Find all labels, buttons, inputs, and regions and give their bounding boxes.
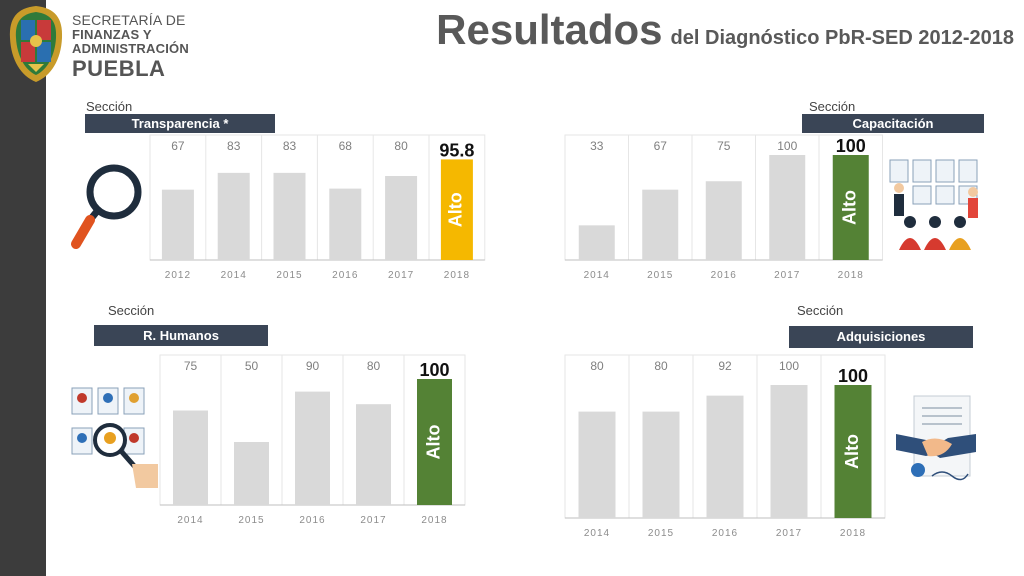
data-label: 100: [838, 366, 868, 386]
x-tick-label: 2017: [388, 270, 414, 281]
x-tick-label: 2014: [221, 270, 247, 281]
bar: [161, 189, 194, 260]
bar: [329, 188, 362, 260]
transparencia-seccion-label: Sección: [86, 99, 133, 114]
data-label: 68: [339, 139, 353, 153]
x-tick-label: 2018: [421, 515, 447, 526]
rating-label: Alto: [842, 434, 862, 469]
left-sidebar-strip: [0, 0, 46, 576]
magnifying-glass-icon: [71, 164, 142, 249]
x-tick-label: 2015: [238, 515, 264, 526]
data-label: 95.8: [439, 140, 474, 160]
data-label: 100: [779, 359, 799, 373]
page-title-sub: del Diagnóstico PbR-SED 2012-2018: [670, 27, 1014, 49]
humanos-badge: R. Humanos: [94, 325, 268, 346]
page-title-main: Resultados: [436, 6, 663, 53]
bar: [705, 181, 742, 260]
x-tick-label: 2014: [584, 270, 610, 281]
data-label: 92: [718, 359, 732, 373]
agency-line-1: SECRETARÍA DE: [72, 12, 186, 28]
x-tick-label: 2015: [276, 270, 302, 281]
bar: [770, 385, 808, 518]
highlight-bar: [440, 159, 473, 260]
x-tick-label: 2016: [332, 270, 358, 281]
page-title: Resultados del Diagnóstico PbR-SED 2012-2…: [436, 6, 1014, 54]
bar: [578, 411, 616, 518]
transparencia-badge: Transparencia *: [85, 114, 275, 133]
adquisiciones-seccion-label: Sección: [797, 303, 844, 318]
candidate-search-icon: [71, 387, 158, 488]
data-label: 90: [306, 359, 320, 373]
data-label: 100: [836, 136, 866, 156]
data-label: 67: [171, 139, 185, 153]
bar: [642, 189, 679, 260]
rating-label: Alto: [446, 192, 466, 227]
data-label: 75: [717, 139, 731, 153]
x-tick-label: 2016: [711, 270, 737, 281]
data-label: 80: [590, 359, 604, 373]
data-label: 83: [283, 139, 297, 153]
x-tick-label: 2015: [648, 528, 674, 539]
data-label: 80: [367, 359, 381, 373]
x-tick-label: 2016: [299, 515, 325, 526]
adquisiciones-bar-chart: 80 2014 80 2015 92 2016 100 2017 100 2018 Alto: [564, 354, 886, 539]
data-label: 100: [777, 139, 797, 153]
highlight-bar: [834, 385, 872, 518]
bar: [578, 225, 615, 260]
x-tick-label: 2016: [712, 528, 738, 539]
training-class-icon: [889, 159, 978, 250]
data-label: 100: [419, 360, 449, 380]
x-tick-label: 2018: [444, 270, 470, 281]
data-label: 50: [245, 359, 259, 373]
bar: [356, 404, 391, 505]
handshake-contract-icon: [896, 395, 976, 481]
capacitacion-seccion-label: Sección: [809, 99, 856, 114]
agency-line-4: PUEBLA: [72, 56, 166, 82]
bar: [217, 172, 250, 260]
highlight-bar: [832, 155, 869, 260]
bar: [385, 176, 418, 260]
x-tick-label: 2017: [774, 270, 800, 281]
x-tick-label: 2018: [838, 270, 864, 281]
data-label: 80: [654, 359, 668, 373]
rating-label: Alto: [840, 190, 860, 225]
x-tick-label: 2017: [776, 528, 802, 539]
bar: [234, 442, 269, 505]
humanos-bar-chart: 75 2014 50 2015 90 2016 80 2017 100 2018 Alto: [159, 354, 466, 526]
bar: [295, 391, 330, 505]
puebla-coat-of-arms-logo: [9, 6, 63, 82]
highlight-bar: [417, 379, 452, 505]
x-tick-label: 2018: [840, 528, 866, 539]
agency-line-3: ADMINISTRACIÓN: [72, 41, 189, 57]
rating-label: Alto: [423, 425, 443, 460]
humanos-seccion-label: Sección: [108, 303, 155, 318]
data-label: 83: [227, 139, 241, 153]
x-tick-label: 2015: [647, 270, 673, 281]
data-label: 33: [590, 139, 604, 153]
bar: [273, 172, 306, 260]
transparencia-bar-chart: 67 2012 83 2014 83 2015 68 2016 80 2017 95.8 2018 Al…: [149, 134, 486, 281]
x-tick-label: 2014: [584, 528, 610, 539]
adquisiciones-badge: Adquisiciones: [789, 326, 973, 348]
bar: [769, 155, 806, 260]
data-label: 67: [654, 139, 668, 153]
data-label: 75: [184, 359, 198, 373]
bar: [173, 410, 208, 505]
capacitacion-bar-chart: 33 2014 67 2015 75 2016 100 2017 100 2018 Alto: [564, 134, 883, 281]
capacitacion-badge: Capacitación: [802, 114, 984, 133]
x-tick-label: 2017: [360, 515, 386, 526]
x-tick-label: 2014: [177, 515, 203, 526]
data-label: 80: [394, 139, 408, 153]
agency-line-2: FINANZAS Y: [72, 27, 152, 43]
bar: [706, 395, 744, 518]
agency-name: SECRETARÍA DE FINANZAS Y ADMINISTRACIÓN …: [72, 12, 189, 82]
bar: [642, 411, 680, 518]
x-tick-label: 2012: [165, 270, 191, 281]
